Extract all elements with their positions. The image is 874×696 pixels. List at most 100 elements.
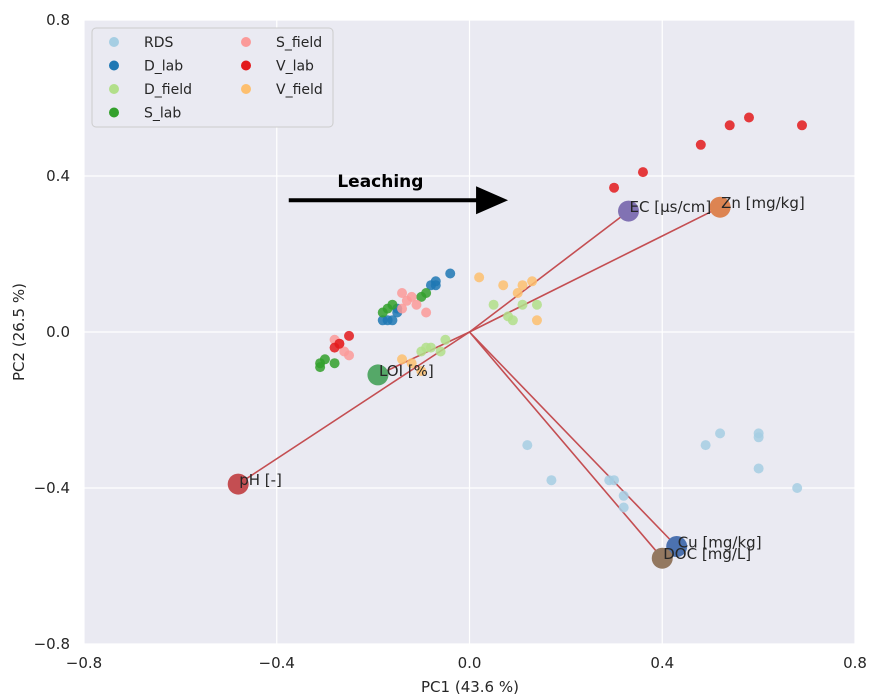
- scatter-point: [416, 291, 427, 302]
- scatter-point: [315, 362, 326, 373]
- scatter-point: [522, 440, 533, 451]
- scatter-point: [753, 432, 764, 443]
- loading-label: EC [µs/cm]: [630, 198, 712, 216]
- scatter-point: [527, 276, 538, 287]
- scatter-point: [329, 342, 340, 353]
- scatter-point: [618, 490, 629, 501]
- scatter-point: [406, 358, 417, 369]
- scatter-point: [416, 346, 427, 357]
- scatter-point: [488, 299, 499, 310]
- scatter-points: [315, 112, 807, 513]
- legend-marker: [241, 60, 251, 71]
- scatter-point: [546, 475, 557, 486]
- loading-marker: [666, 536, 688, 557]
- scatter-point: [517, 280, 528, 291]
- scatter-point: [401, 295, 412, 306]
- scatter-point: [425, 280, 436, 291]
- x-tick-label: 0.8: [843, 654, 867, 672]
- loading-vector-line: [469, 210, 630, 333]
- legend-label: V_field: [276, 82, 323, 98]
- x-tick-label: −0.8: [66, 654, 102, 672]
- scatter-point: [397, 303, 408, 314]
- loading-label: DOC [mg/L]: [663, 545, 751, 563]
- scatter-point: [474, 272, 485, 283]
- x-tick-label: 0.4: [650, 654, 674, 672]
- scatter-point: [517, 299, 528, 310]
- scatter-point: [715, 428, 726, 439]
- x-axis-label: PC1 (43.6 %): [421, 678, 519, 696]
- loading-marker: [227, 473, 249, 495]
- legend-marker: [109, 84, 119, 94]
- legend-label: S_lab: [144, 106, 181, 122]
- scatter-point: [792, 483, 803, 493]
- legend-box: [91, 27, 334, 128]
- scatter-point: [397, 288, 408, 298]
- loading-marker: [651, 547, 673, 569]
- scatter-point: [416, 366, 427, 376]
- loading-marker: [709, 196, 731, 218]
- loading-vector-line: [469, 206, 721, 333]
- scatter-point: [724, 120, 735, 131]
- scatter-point: [512, 288, 523, 298]
- scatter-point: [609, 475, 620, 486]
- loading-vector-line: [468, 331, 678, 548]
- legend: RDS D_lab D_field S_lab S_field V_lab V_field: [91, 27, 334, 128]
- scatter-point: [397, 354, 408, 365]
- scatter-point: [344, 350, 355, 361]
- scatter-point: [498, 280, 509, 291]
- scatter-point: [507, 315, 518, 326]
- loading-label: Cu [mg/kg]: [678, 534, 762, 552]
- legend-label: RDS: [144, 35, 174, 51]
- loading-vector-line: [468, 331, 663, 559]
- scatter-point: [609, 182, 620, 193]
- leaching-annotation: Leaching: [288, 172, 509, 215]
- scatter-point: [796, 120, 807, 131]
- legend-marker: [241, 84, 251, 94]
- scatter-point: [531, 315, 542, 326]
- y-tick-label: 0.8: [46, 11, 70, 29]
- y-tick-label: −0.4: [34, 479, 70, 497]
- x-tick-label: −0.4: [259, 654, 295, 672]
- x-tick-labels: −0.8 −0.4 0.0 0.4 0.8: [66, 654, 867, 672]
- scatter-point: [753, 463, 764, 474]
- scatter-point: [637, 167, 648, 178]
- x-tick-label: 0.0: [458, 654, 482, 672]
- loading-label: LOI [%]: [379, 362, 434, 380]
- scatter-point: [695, 139, 706, 150]
- loading-vector-line: [237, 331, 470, 485]
- legend-label: S_field: [276, 35, 322, 51]
- loading-markers: EC [µs/cm] Zn [mg/kg] LOI [%] pH [-] Cu [mg/…: [227, 194, 805, 569]
- y-tick-labels: −0.8 −0.4 0.0 0.4 0.8: [34, 11, 70, 653]
- loading-label: pH [-]: [239, 471, 282, 489]
- scatter-point: [421, 307, 432, 318]
- scatter-point: [411, 299, 422, 310]
- scatter-point: [435, 346, 446, 357]
- scatter-point: [377, 315, 388, 326]
- legend-label: V_lab: [276, 59, 314, 75]
- legend-marker: [109, 37, 119, 47]
- scatter-point: [618, 502, 629, 513]
- scatter-point: [440, 334, 451, 345]
- scatter-point: [344, 330, 355, 341]
- legend-marker: [109, 107, 119, 118]
- legend-marker: [241, 37, 251, 47]
- scatter-point: [377, 307, 388, 318]
- loading-vectors: [237, 206, 721, 559]
- legend-label: D_field: [144, 82, 192, 98]
- scatter-point: [445, 268, 456, 279]
- scatter-point: [329, 358, 340, 369]
- leaching-arrow-head: [476, 186, 509, 215]
- scatter-point: [531, 299, 542, 310]
- loading-marker: [367, 364, 389, 386]
- y-tick-label: 0.0: [46, 323, 70, 341]
- loading-label: Zn [mg/kg]: [721, 194, 805, 212]
- legend-label: D_lab: [144, 59, 183, 75]
- y-axis-label: PC2 (26.5 %): [10, 283, 28, 381]
- scatter-point: [743, 112, 754, 123]
- leaching-label: Leaching: [337, 172, 423, 192]
- y-tick-label: 0.4: [46, 167, 70, 185]
- y-tick-label: −0.8: [34, 635, 70, 653]
- legend-marker: [109, 60, 119, 71]
- loading-marker: [618, 200, 640, 222]
